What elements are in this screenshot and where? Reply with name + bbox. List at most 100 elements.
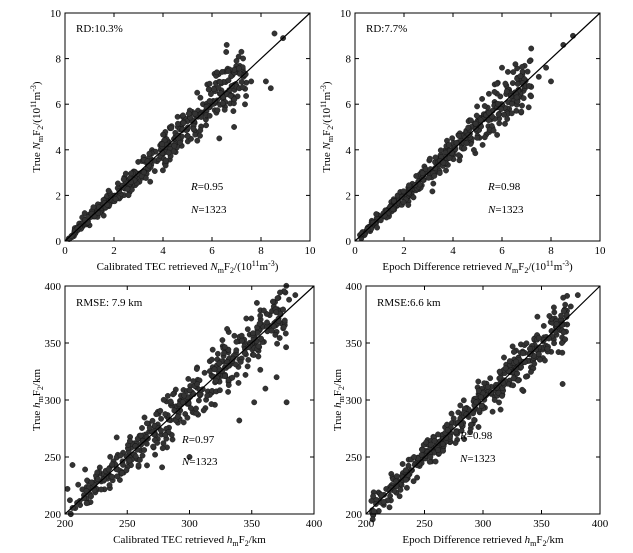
data-point-d-107 <box>396 493 403 500</box>
data-point-d-443 <box>544 345 551 352</box>
data-point-b-423 <box>548 78 554 85</box>
reference-line-b <box>354 12 601 242</box>
data-point-d-313 <box>537 356 543 363</box>
x-tick-label-a-4: 8 <box>258 245 264 257</box>
reference-line-c <box>64 285 315 515</box>
data-point-b-22 <box>528 45 535 52</box>
data-point-c-445 <box>251 399 258 406</box>
data-point-d-11 <box>475 424 482 430</box>
data-point-c-397 <box>137 432 144 439</box>
x-tick-label-d-0: 200 <box>358 518 375 530</box>
data-point-d-311 <box>475 407 482 414</box>
data-point-c-449 <box>242 371 249 378</box>
data-point-b-397 <box>432 154 439 161</box>
data-point-c-398 <box>221 373 228 379</box>
data-point-d-400 <box>471 416 477 423</box>
data-point-a-371 <box>128 170 135 177</box>
data-point-b-313 <box>477 117 484 124</box>
data-point-c-386 <box>225 388 232 395</box>
data-point-a-422 <box>223 42 230 48</box>
data-point-d-366 <box>444 427 451 433</box>
data-point-c-347 <box>237 358 244 365</box>
data-point-d-440 <box>574 292 581 298</box>
data-point-b-299 <box>426 155 433 162</box>
data-point-b-242 <box>467 117 474 124</box>
data-point-b-334 <box>431 172 438 179</box>
data-point-a-57 <box>242 101 248 108</box>
x-axis-label-c: Calibrated TEC retrieved hmF2/km <box>113 534 266 548</box>
data-point-c-345 <box>195 397 202 404</box>
data-point-b-409 <box>520 95 527 102</box>
scatter-panel-d: 200 250 300 350 400 200 250 300 350 400 Epoch Diff… <box>332 281 609 548</box>
data-point-b-294 <box>524 68 531 75</box>
data-point-c-246 <box>157 407 164 414</box>
data-point-c-69 <box>201 369 208 376</box>
data-point-b-301 <box>519 102 525 109</box>
y-tick-label-d-2: 300 <box>346 395 363 407</box>
data-point-c-236 <box>264 319 270 326</box>
data-point-b-270 <box>358 230 365 237</box>
data-point-b-211 <box>494 131 500 138</box>
data-point-b-82 <box>504 69 511 75</box>
y-tick-label-c-4: 400 <box>45 281 62 293</box>
data-point-d-186 <box>403 484 410 491</box>
data-point-c-339 <box>282 330 289 337</box>
data-point-d-433 <box>439 441 446 447</box>
data-point-c-423 <box>250 330 256 337</box>
y-tick-label-c-0: 200 <box>45 509 62 521</box>
data-point-b-258 <box>512 61 519 68</box>
data-point-c-432 <box>181 392 188 399</box>
data-point-a-232 <box>243 79 250 86</box>
data-point-c-380 <box>143 420 150 427</box>
data-point-c-401 <box>180 419 187 426</box>
data-point-d-445 <box>559 381 566 387</box>
data-point-a-382 <box>235 65 242 72</box>
data-point-d-434 <box>519 350 526 357</box>
data-point-d-402 <box>502 365 509 372</box>
data-point-b-427 <box>535 73 542 80</box>
data-point-c-327 <box>159 445 166 452</box>
data-point-a-423 <box>238 48 245 55</box>
data-point-d-447 <box>567 303 574 310</box>
data-point-c-177 <box>208 356 215 363</box>
reference-line-a <box>64 12 311 242</box>
data-point-c-406 <box>119 470 125 476</box>
data-point-c-184 <box>126 457 133 464</box>
data-point-a-342 <box>225 77 232 84</box>
data-point-d-394 <box>562 301 569 308</box>
data-point-b-411 <box>455 152 462 159</box>
data-point-a-301 <box>228 73 235 80</box>
data-point-c-383 <box>232 361 239 368</box>
data-point-c-442 <box>64 485 71 492</box>
x-tick-label-c-3: 350 <box>244 518 261 530</box>
data-point-a-421 <box>271 30 278 37</box>
data-point-a-164 <box>159 167 166 174</box>
data-point-d-415 <box>448 410 455 417</box>
data-point-c-379 <box>281 317 288 324</box>
data-point-c-53 <box>283 344 289 351</box>
data-point-b-391 <box>479 141 486 148</box>
y-tick-label-c-1: 250 <box>45 452 62 464</box>
data-point-d-412 <box>513 365 520 372</box>
data-point-d-356 <box>562 336 569 343</box>
y-tick-label-a-3: 6 <box>56 99 62 111</box>
data-point-b-405 <box>491 89 498 95</box>
data-point-c-436 <box>193 405 199 412</box>
data-point-a-413 <box>190 125 197 132</box>
data-point-a-387 <box>146 150 153 157</box>
data-point-d-57 <box>399 461 406 467</box>
data-point-c-407 <box>167 398 174 405</box>
data-point-a-130 <box>147 178 154 185</box>
data-point-d-328 <box>393 473 400 480</box>
data-point-c-315 <box>256 320 263 327</box>
data-point-d-439 <box>435 447 441 453</box>
data-point-a-227 <box>230 108 237 115</box>
data-point-a-271 <box>238 79 245 85</box>
data-point-d-411 <box>493 384 500 391</box>
data-point-a-410 <box>74 225 81 232</box>
x-axis-label-d: Epoch Difference retrieved hmF2/km <box>402 534 564 548</box>
data-point-c-173 <box>231 332 238 339</box>
data-point-b-410 <box>453 139 460 146</box>
data-point-b-328 <box>437 147 444 154</box>
